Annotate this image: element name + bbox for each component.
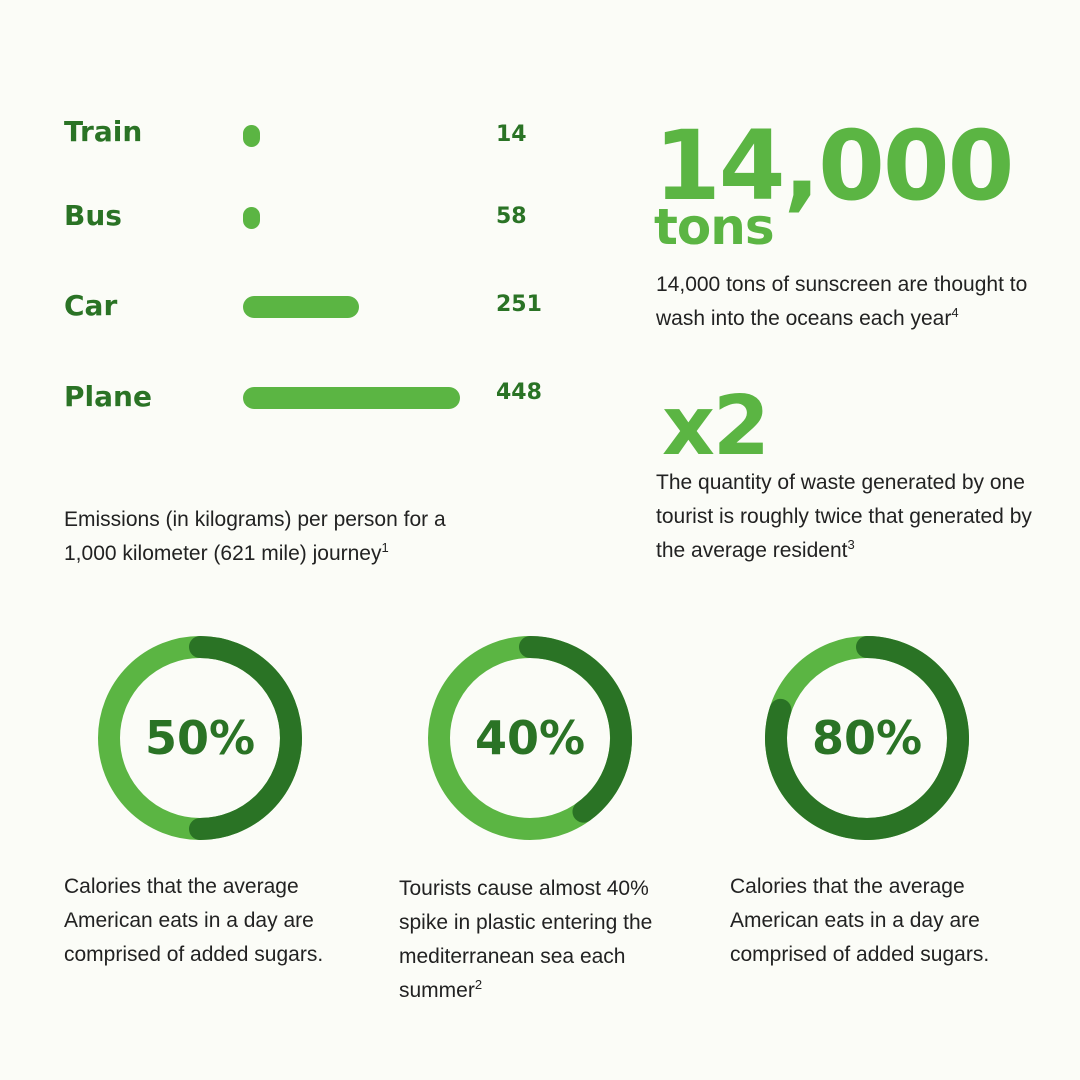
bar-bus [243, 207, 260, 229]
waste-caption: The quantity of waste generated by one t… [656, 471, 1032, 562]
donut-chart-80: 80% [765, 636, 969, 840]
donut-caption-80: Calories that the average American eats … [730, 875, 990, 966]
donut-label-40: 40% [474, 711, 586, 765]
donut-caption-40: Tourists cause almost 40% spike in plast… [399, 877, 653, 1002]
sunscreen-number: 14,000 [654, 110, 1014, 222]
footnote-1: 1 [381, 540, 389, 555]
bar-train [243, 125, 260, 147]
bar-value-plane: 448 [496, 380, 542, 405]
bar-value-train: 14 [496, 122, 527, 147]
waste-number: x2 [662, 379, 770, 474]
donut-svg [765, 636, 969, 840]
donut-label-50: 50% [144, 711, 256, 765]
bar-value-car: 251 [496, 292, 542, 317]
donut-chart-50: 50% [98, 636, 302, 840]
bar-label-bus: Bus [64, 199, 122, 232]
bar-label-car: Car [64, 289, 118, 322]
bar-car [243, 296, 359, 318]
sunscreen-unit: tons [654, 198, 775, 256]
footnote-4: 4 [951, 305, 959, 320]
donut-caption-50: Calories that the average American eats … [64, 875, 324, 966]
footnote-3: 3 [847, 537, 855, 552]
sunscreen-caption: 14,000 tons of sunscreen are thought to … [656, 273, 1028, 330]
donut-svg [428, 636, 632, 840]
bar-plane [243, 387, 460, 409]
donut-value-arc [765, 636, 969, 840]
donut-value-arc [189, 636, 302, 840]
footnote-2: 2 [474, 977, 483, 992]
donut-svg [98, 636, 302, 840]
donut-value-arc [519, 636, 632, 823]
donut-chart-40: 40% [428, 636, 632, 840]
emissions-caption: Emissions (in kilograms) per person for … [64, 508, 446, 565]
bar-value-bus: 58 [496, 204, 527, 229]
donut-label-80: 80% [811, 711, 923, 765]
bar-label-plane: Plane [64, 380, 152, 413]
bar-label-train: Train [64, 115, 143, 148]
